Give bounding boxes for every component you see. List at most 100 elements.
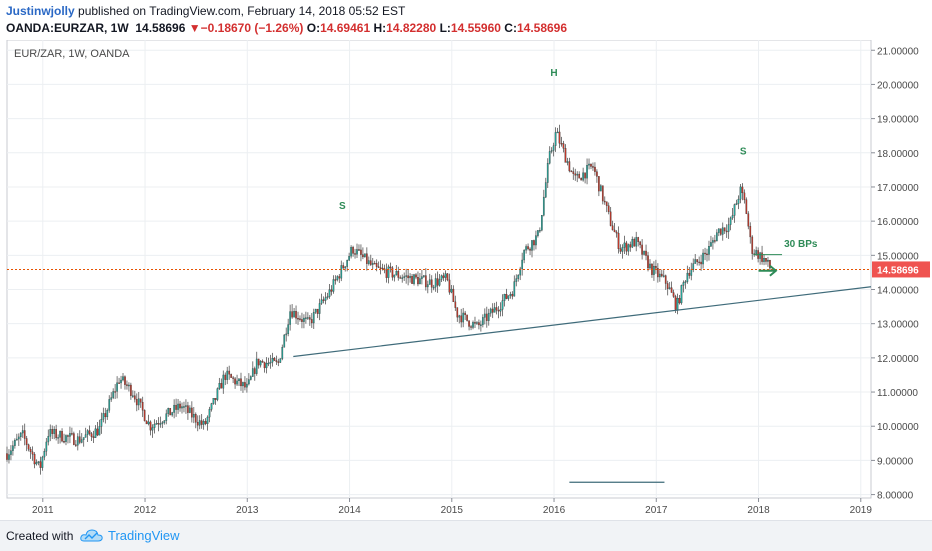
candle-body: [584, 172, 586, 179]
candle-body: [714, 240, 716, 242]
candle-body: [440, 275, 443, 280]
candle-body: [562, 143, 565, 149]
candle-body: [678, 298, 681, 304]
close-label: C:: [504, 21, 517, 35]
candle-body: [725, 230, 728, 233]
candle-body: [719, 228, 722, 235]
candle-body: [391, 267, 394, 278]
candle-body: [305, 317, 307, 319]
symbol-name[interactable]: OANDA:EURZAR, 1W: [6, 21, 129, 35]
candle-body: [464, 312, 466, 316]
candle-body: [118, 382, 120, 384]
candle-body: [198, 420, 201, 426]
candle-body: [141, 402, 144, 411]
candle-body: [560, 143, 563, 145]
candle-body: [599, 185, 602, 192]
candle-body: [421, 276, 423, 279]
symbol-info: OANDA:EURZAR, 1W 14.58696 ▼−0.18670 (−1.…: [6, 20, 567, 36]
candle-body: [157, 423, 160, 425]
candle-body: [450, 288, 453, 293]
candle-body: [438, 279, 441, 286]
candle-body: [401, 277, 404, 279]
tradingview-brand[interactable]: TradingView: [108, 528, 180, 543]
candle-body: [295, 311, 297, 319]
candle-body: [322, 299, 325, 301]
candle-body: [369, 260, 372, 265]
candle-body: [61, 431, 63, 442]
candle-body: [281, 347, 284, 359]
candle-body: [45, 441, 48, 452]
candle-body: [132, 395, 134, 397]
candle-body: [218, 383, 221, 389]
candle-body: [33, 454, 36, 465]
candle-body: [491, 308, 494, 313]
candle-body: [717, 228, 720, 233]
candle-body: [393, 274, 396, 278]
candle-body: [657, 268, 659, 278]
tradingview-cloud-icon[interactable]: [80, 527, 104, 545]
candle-body: [102, 413, 105, 420]
candle-body: [723, 227, 726, 232]
candle-body: [350, 247, 352, 257]
candle-body: [415, 274, 417, 278]
y-axis[interactable]: 8.00000 9.00000 10.00000 11.00000 12.00000 13…: [871, 46, 919, 502]
candle-body: [436, 278, 439, 286]
candle-body: [214, 398, 217, 400]
candle-body: [124, 376, 126, 385]
candle-body: [727, 224, 730, 232]
candle-body: [731, 215, 734, 219]
candle-body: [430, 279, 433, 288]
candle-body: [395, 271, 398, 276]
candle-body: [356, 249, 358, 255]
candle-body: [503, 294, 506, 301]
candle-body: [682, 282, 685, 286]
candle-body: [598, 176, 600, 192]
candle-body: [19, 432, 22, 438]
candle-body: [533, 240, 535, 246]
candle-body: [232, 377, 234, 379]
candle-body: [377, 266, 380, 268]
candle-body: [694, 259, 697, 264]
candle-body: [550, 150, 553, 152]
candle-body: [485, 313, 488, 321]
close-value: 14.58696: [516, 21, 568, 35]
candle-body: [621, 247, 624, 252]
x-tick-label: 2013: [236, 505, 259, 516]
candle-body: [588, 163, 590, 166]
candle-body: [173, 404, 175, 413]
candle-body: [755, 250, 758, 254]
candle-body: [135, 399, 138, 406]
candle-body: [312, 312, 315, 324]
candle-body: [700, 261, 702, 265]
candle-body: [271, 358, 274, 363]
x-tick-label: 2019: [850, 505, 873, 516]
author-link[interactable]: Justinwjolly: [6, 4, 75, 18]
candle-body: [324, 297, 327, 301]
candle-body: [501, 300, 504, 310]
candle-body: [609, 211, 612, 226]
candle-body: [716, 232, 718, 242]
price-change: −0.18670 (−1.26%): [200, 21, 304, 35]
y-tick-label: 15.00000: [877, 251, 919, 262]
candle-body: [623, 242, 626, 248]
candle-body: [318, 303, 321, 314]
candle-body: [627, 244, 630, 252]
price-chart[interactable]: 8.00000 9.00000 10.00000 11.00000 12.00000 13…: [0, 40, 932, 518]
candle-body: [468, 320, 470, 327]
candle-body: [712, 240, 714, 243]
candle-body: [696, 259, 699, 263]
candle-body: [289, 311, 291, 325]
candle-body: [472, 322, 474, 328]
candle-body: [698, 261, 700, 264]
candle-body: [332, 279, 335, 292]
candle-body: [424, 275, 427, 288]
candle-body: [525, 246, 527, 251]
candle-body: [204, 420, 207, 425]
candle-body: [521, 259, 524, 270]
candle-body: [767, 260, 769, 262]
candle-body: [10, 450, 12, 455]
x-axis[interactable]: 2011 2012 2013 2014 2015 2016 2017 2018 2019: [32, 498, 872, 516]
candle-body: [110, 397, 113, 400]
candle-body: [556, 131, 559, 134]
candle-body: [747, 213, 750, 227]
